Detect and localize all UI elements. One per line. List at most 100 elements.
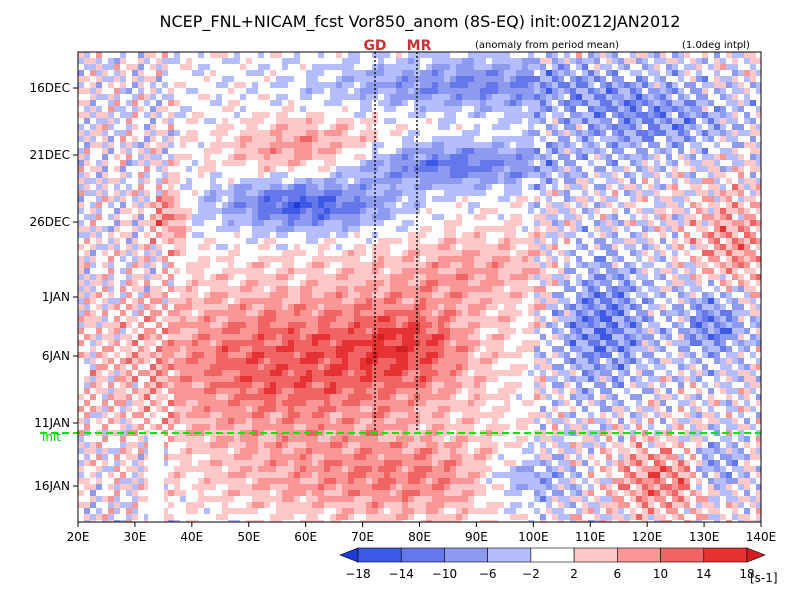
heatmap-cell [318, 106, 325, 113]
heatmap-cell [174, 178, 181, 185]
heatmap-cell [168, 238, 175, 245]
heatmap-cell [408, 184, 415, 191]
heatmap-cell [252, 286, 259, 293]
heatmap-cell [210, 82, 217, 89]
heatmap-cell [720, 112, 727, 119]
heatmap-cell [474, 262, 481, 269]
heatmap-cell [690, 298, 697, 305]
heatmap-cell [576, 226, 583, 233]
heatmap-cell [600, 118, 607, 125]
heatmap-cell [570, 298, 577, 305]
heatmap-cell [78, 100, 85, 107]
heatmap-cell [186, 304, 193, 311]
heatmap-cell [720, 118, 727, 125]
heatmap-cell [516, 298, 523, 305]
heatmap-cell [744, 154, 751, 161]
heatmap-cell [594, 226, 601, 233]
heatmap-cell [438, 82, 445, 89]
heatmap-cell [726, 142, 733, 149]
heatmap-cell [714, 226, 721, 233]
heatmap-cell [540, 226, 547, 233]
heatmap-cell [426, 268, 433, 275]
heatmap-cell [534, 226, 541, 233]
heatmap-cell [444, 100, 451, 107]
heatmap-cell [96, 226, 103, 233]
heatmap-cell [480, 280, 487, 287]
heatmap-cell [708, 178, 715, 185]
heatmap-cell [534, 94, 541, 101]
heatmap-cell [636, 256, 643, 263]
heatmap-cell [168, 118, 175, 125]
heatmap-cell [126, 274, 133, 281]
heatmap-cell [258, 232, 265, 239]
heatmap-cell [234, 118, 241, 125]
heatmap-cell [696, 58, 703, 65]
heatmap-cell [360, 178, 367, 185]
heatmap-cell [270, 208, 277, 215]
heatmap-cell [642, 82, 649, 89]
heatmap-cell [372, 88, 379, 95]
heatmap-cell [186, 154, 193, 161]
heatmap-cell [342, 256, 349, 263]
heatmap-cell [390, 250, 397, 257]
heatmap-cell [288, 214, 295, 221]
heatmap-cell [324, 226, 331, 233]
heatmap-cell [174, 298, 181, 305]
heatmap-cell [270, 70, 277, 77]
heatmap-cell [492, 310, 499, 317]
heatmap-cell [600, 160, 607, 167]
heatmap-cell [636, 136, 643, 143]
heatmap-cell [306, 184, 313, 191]
heatmap-cell [576, 298, 583, 305]
heatmap-cell [216, 196, 223, 203]
heatmap-cell [684, 154, 691, 161]
heatmap-cell [714, 52, 721, 59]
heatmap-cell [648, 58, 655, 65]
heatmap-cell [402, 292, 409, 299]
heatmap-cell [198, 130, 205, 137]
heatmap-cell [348, 202, 355, 209]
heatmap-cell [156, 208, 163, 215]
heatmap-cell [522, 238, 529, 245]
heatmap-cell [354, 166, 361, 173]
heatmap-cell [120, 76, 127, 83]
heatmap-cell [282, 238, 289, 245]
heatmap-cell [522, 262, 529, 269]
heatmap-cell [258, 64, 265, 71]
heatmap-cell [168, 148, 175, 155]
heatmap-cell [444, 268, 451, 275]
heatmap-cell [252, 256, 259, 263]
heatmap-cell [132, 82, 139, 89]
heatmap-cell [144, 202, 151, 209]
heatmap-cell [402, 286, 409, 293]
heatmap-cell [198, 166, 205, 173]
heatmap-cell [558, 118, 565, 125]
heatmap-cell [186, 148, 193, 155]
heatmap-cell [576, 178, 583, 185]
heatmap-cell [396, 82, 403, 89]
heatmap-cell [162, 184, 169, 191]
heatmap-cell [408, 304, 415, 311]
heatmap-cell [120, 148, 127, 155]
heatmap-cell [138, 64, 145, 71]
heatmap-cell [498, 292, 505, 299]
heatmap-cell [216, 148, 223, 155]
heatmap-cell [282, 310, 289, 317]
heatmap-cell [354, 190, 361, 197]
heatmap-cell [150, 202, 157, 209]
heatmap-cell [312, 94, 319, 101]
heatmap-cell [528, 76, 535, 83]
heatmap-cell [594, 268, 601, 275]
heatmap-cell [714, 148, 721, 155]
heatmap-cell [246, 196, 253, 203]
heatmap-cell [582, 88, 589, 95]
heatmap-cell [390, 154, 397, 161]
heatmap-cell [252, 292, 259, 299]
heatmap-cell [582, 58, 589, 65]
heatmap-cell [258, 196, 265, 203]
heatmap-cell [354, 112, 361, 119]
heatmap-cell [270, 160, 277, 167]
heatmap-cell [678, 82, 685, 89]
heatmap-cell [174, 70, 181, 77]
heatmap-cell [408, 196, 415, 203]
